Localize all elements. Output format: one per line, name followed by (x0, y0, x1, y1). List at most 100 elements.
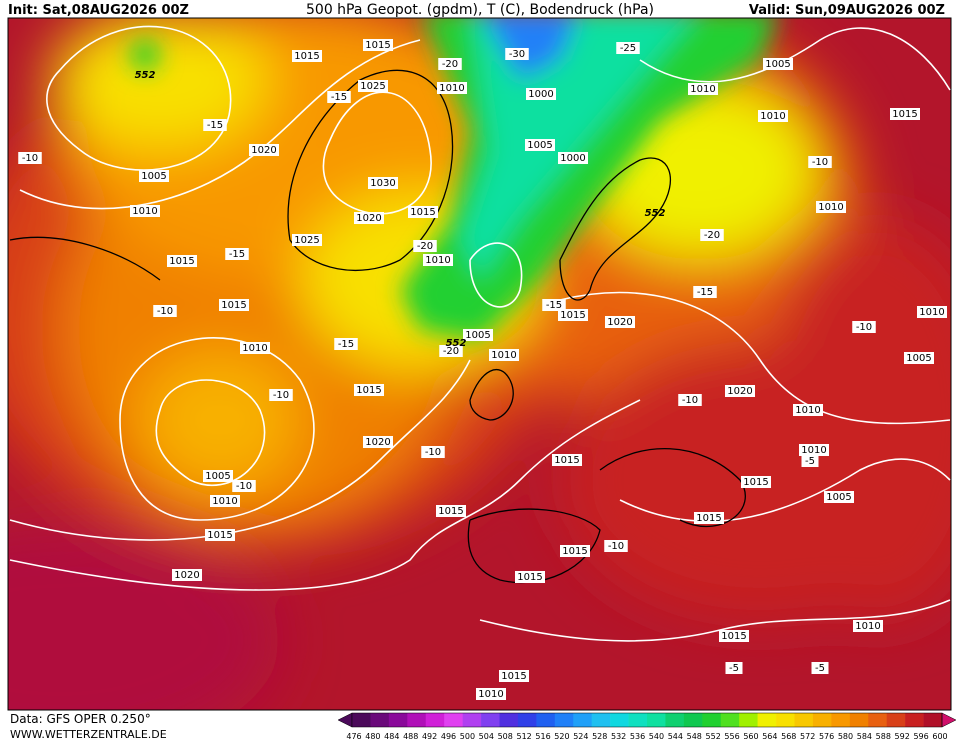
label-box (678, 394, 702, 406)
colorbar-label: 492 (422, 732, 437, 741)
pressure-label: 1010 (478, 689, 503, 700)
pressure-label: 1015 (892, 109, 917, 120)
colorbar-swatch (776, 713, 795, 727)
label-box (363, 39, 393, 51)
pressure-label: 1010 (801, 445, 826, 456)
colorbar-label: 504 (479, 732, 494, 741)
temperature-label: -20 (417, 241, 433, 252)
cold-trough (131, 18, 777, 340)
temperature-label: -30 (509, 49, 525, 60)
pressure-label: 1020 (365, 437, 390, 448)
colorbar-label: 596 (913, 732, 928, 741)
label-box (489, 349, 519, 361)
pressure-label: 1020 (356, 213, 381, 224)
pressure-label: 1015 (221, 300, 246, 311)
label-box (694, 512, 724, 524)
colorbar-label: 564 (762, 732, 777, 741)
label-box (605, 316, 635, 328)
label-box (463, 329, 493, 341)
temperature-label: -5 (815, 663, 825, 674)
label-box (688, 83, 718, 95)
colorbar-label: 516 (535, 732, 550, 741)
isobar (119, 337, 315, 521)
colorbar-label: 588 (876, 732, 891, 741)
colorbar-label: 476 (346, 732, 361, 741)
pressure-label: 1015 (743, 477, 768, 488)
colorbar-swatch (573, 713, 592, 727)
pressure-label: 1010 (242, 343, 267, 354)
colorbar-swatch (794, 713, 814, 727)
colorbar-swatch (536, 713, 556, 727)
pressure-label: 1005 (465, 330, 490, 341)
isobar (639, 27, 951, 91)
colorbar-swatch (665, 713, 685, 727)
label-box (476, 688, 506, 700)
label-box (552, 454, 582, 466)
pressure-label: 1005 (765, 59, 790, 70)
label-box (167, 255, 197, 267)
colorbar-frame (351, 712, 943, 728)
pressure-label: 1015 (207, 530, 232, 541)
pressure-label: 1015 (438, 506, 463, 517)
label-box (232, 480, 256, 492)
temperature-label: -20 (442, 59, 458, 70)
temperature-label: -20 (443, 346, 459, 357)
colorbar-swatch (923, 713, 943, 727)
label-box (558, 152, 588, 164)
isobar (155, 379, 266, 486)
pressure-label: 1010 (439, 83, 464, 94)
isobar (9, 399, 641, 591)
colorbar-swatch (462, 713, 482, 727)
temperature-label: -15 (697, 287, 713, 298)
init-time: Init: Sat,08AUG2026 00Z (8, 3, 189, 18)
label-box (421, 446, 445, 458)
pressure-label: 1025 (294, 235, 319, 246)
label-box (172, 569, 202, 581)
data-source: Data: GFS OPER 0.250° (10, 712, 151, 726)
label-box (269, 389, 293, 401)
colorbar-swatch (739, 713, 758, 727)
pressure-label: 1010 (795, 405, 820, 416)
label-box (363, 436, 393, 448)
pressure-label: 1015 (294, 51, 319, 62)
isobar (469, 242, 523, 308)
pressure-label: 1015 (562, 546, 587, 557)
label-box (499, 670, 529, 682)
pressure-label: 1010 (818, 202, 843, 213)
coastlines (9, 69, 746, 584)
colorbar-swatch (610, 713, 629, 727)
label-box (438, 58, 462, 70)
canada-coast (9, 236, 161, 281)
label-box (327, 91, 351, 103)
colorbar-label: 488 (403, 732, 418, 741)
temperature-label: -15 (331, 92, 347, 103)
temperature-label: -15 (229, 249, 245, 260)
uk-coast (469, 368, 514, 421)
temperature-label: -10 (425, 447, 441, 458)
colorbar-label: 536 (630, 732, 645, 741)
label-box (249, 144, 279, 156)
colorbar-swatch (370, 713, 390, 727)
pressure-label: 1005 (527, 140, 552, 151)
colorbar-label: 572 (800, 732, 815, 741)
label-box (758, 110, 788, 122)
label-box (413, 240, 437, 252)
colorbar-swatch (407, 713, 427, 727)
label-box (505, 48, 529, 60)
temperature-label: -10 (682, 395, 698, 406)
label-box (240, 342, 270, 354)
temperature-label: -10 (812, 157, 828, 168)
greenland-coast (287, 69, 454, 272)
label-box (917, 306, 947, 318)
label-box (560, 545, 590, 557)
temperature-label: -15 (546, 300, 562, 311)
label-box (408, 206, 438, 218)
temperature-label: -15 (207, 120, 223, 131)
isobar (9, 359, 471, 541)
iberia-coast (467, 508, 601, 584)
pressure-label: 1015 (169, 256, 194, 267)
colorbar-label: 568 (781, 732, 796, 741)
colorbar-label: 512 (516, 732, 531, 741)
pressure-label: 1010 (132, 206, 157, 217)
